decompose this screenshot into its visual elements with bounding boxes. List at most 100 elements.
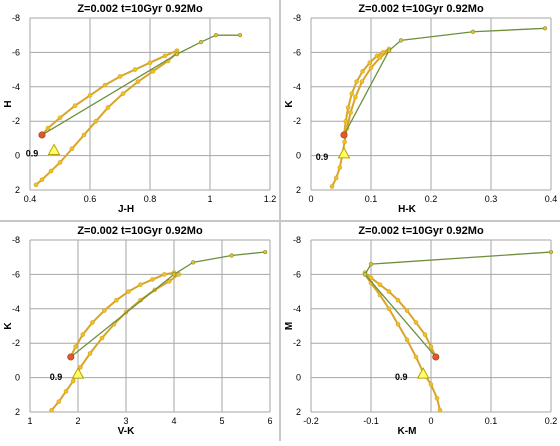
chart-panel-vk: Z=0.002 t=10Gyr 0.92Mo 1 2 3 4 5 6 -8 -6 -4 -2 0 2 V-… [0, 222, 280, 442]
x-tick-label: 4 [171, 416, 176, 426]
lower-branch-point [329, 184, 335, 189]
upper-branch-point [72, 103, 78, 109]
start-marker [432, 353, 440, 361]
y-tick-label: 0 [15, 373, 20, 383]
upper-branch-point [117, 74, 123, 79]
lower-branch-point [49, 407, 54, 413]
upper-branch-point [428, 344, 434, 349]
track-point [213, 33, 219, 38]
y-tick-label: -4 [293, 304, 301, 314]
chart-panel-hk: Z=0.002 t=10Gyr 0.92Mo 0 0.1 0.2 0.3 0.4 -8 -6 -… [281, 0, 560, 220]
x-tick-label: 0 [308, 194, 313, 204]
chart-title: Z=0.002 t=10Gyr 0.92Mo [77, 3, 203, 15]
lower-branch-line [35, 51, 178, 186]
x-tick-label: 0.4 [545, 194, 558, 204]
x-axis-label: J-H [118, 204, 134, 215]
upper-branch-point [404, 308, 410, 313]
start-marker [67, 353, 75, 361]
upper-branch-point [345, 105, 351, 110]
x-tick-label: 1 [207, 194, 212, 204]
upper-branch-point [349, 91, 355, 96]
y-tick-label: -8 [12, 13, 20, 23]
y-tick-label: -4 [12, 304, 20, 314]
lower-branch-point [395, 321, 401, 327]
lower-branch-point [105, 105, 111, 110]
lower-branch-point [348, 110, 353, 115]
lower-branch-point [33, 182, 39, 188]
mass-marker-triangle [416, 367, 430, 379]
upper-branch-point [367, 60, 373, 66]
track-point [174, 52, 180, 57]
x-tick-label: 0 [428, 416, 433, 426]
upper-branch-point [395, 297, 401, 303]
lower-branch-point [333, 175, 339, 181]
x-tick-label: 0.2 [425, 194, 438, 204]
upper-branch-point [73, 344, 78, 349]
track-point [542, 26, 548, 31]
y-tick-label: -6 [12, 269, 20, 279]
lower-branch-point [48, 168, 54, 174]
y-tick-label: 2 [296, 185, 301, 195]
y-tick-label: 0 [296, 373, 301, 383]
upper-branch-point [343, 118, 349, 124]
x-tick-label: 0.1 [365, 194, 378, 204]
upper-branch-point [147, 60, 153, 66]
x-axis-label: K-M [398, 426, 417, 437]
lower-branch-point [81, 132, 87, 138]
start-marker [340, 131, 348, 139]
upper-branch-point [80, 332, 86, 337]
track-line [364, 251, 552, 358]
x-tick-label: 0.3 [485, 194, 498, 204]
track-point [229, 253, 234, 258]
chart-jh-h: Z=0.002 t=10Gyr 0.92Mo 0.4 0.6 0.8 1 1.2 -8 -6 -… [3, 3, 276, 215]
chart-title: Z=0.002 t=10Gyr 0.92Mo [358, 3, 484, 15]
x-tick-label: 1 [27, 416, 32, 426]
upper-branch-point [377, 282, 383, 288]
panel-divider-horizontal [0, 220, 560, 222]
upper-branch-point [422, 332, 428, 337]
lower-branch-point [166, 278, 172, 284]
upper-branch-line [343, 48, 390, 136]
x-tick-label: 2 [75, 416, 80, 426]
lower-branch-point [176, 272, 182, 277]
upper-branch-point [360, 69, 365, 74]
chart-panel-km: Z=0.002 t=10Gyr 0.92Mo -0.2 -0.1 0 0.1 0.2 -8 -… [281, 222, 560, 442]
track-point [198, 39, 204, 45]
y-tick-label: 2 [296, 407, 301, 417]
track-point [548, 249, 554, 255]
mass-marker-triangle [47, 143, 61, 155]
lower-branch-point [368, 65, 374, 71]
y-tick-label: 0 [296, 151, 301, 161]
upper-branch-point [57, 115, 63, 121]
start-marker [38, 131, 46, 139]
y-tick-label: -4 [293, 82, 301, 92]
track-point [191, 260, 196, 265]
lower-branch-point [70, 378, 76, 384]
x-tick-label: 0.4 [24, 194, 37, 204]
upper-branch-point [150, 277, 155, 282]
chart-title: Z=0.002 t=10Gyr 0.92Mo [358, 225, 484, 237]
y-tick-label: 2 [15, 407, 20, 417]
x-tick-label: 3 [123, 416, 128, 426]
lower-branch-point [78, 364, 83, 370]
y-tick-label: -2 [12, 116, 20, 126]
track-point [171, 272, 177, 277]
lower-branch-point [413, 354, 419, 360]
y-axis-label: K [3, 322, 14, 330]
track-point [263, 249, 268, 255]
lower-branch-point [39, 177, 45, 182]
annotation-label: 0.9 [50, 372, 63, 382]
x-tick-label: 0.1 [485, 416, 498, 426]
x-tick-label: -0.2 [303, 416, 319, 426]
annotation-label: 0.9 [395, 372, 408, 382]
lower-branch-point [342, 139, 347, 145]
y-tick-label: -8 [293, 235, 301, 245]
lower-branch-line [50, 273, 180, 411]
upper-branch-point [126, 289, 131, 294]
upper-branch-point [45, 125, 51, 131]
lower-branch-point [87, 351, 93, 356]
y-tick-label: -4 [12, 82, 20, 92]
track-point [470, 29, 476, 34]
track-point [398, 38, 404, 43]
